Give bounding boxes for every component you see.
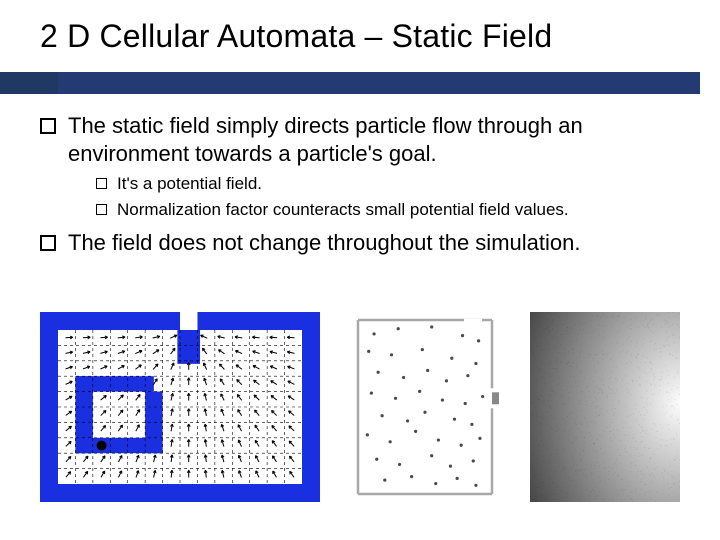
sub-bullet-item: Normalization factor counteracts small p… <box>96 199 690 221</box>
slide-title: 2 D Cellular Automata – Static Field <box>40 18 700 55</box>
bullet-icon <box>40 118 56 134</box>
content-area: The static field simply directs particle… <box>40 112 690 263</box>
bullet-item: The field does not change throughout the… <box>40 229 690 257</box>
underline-accent-rest <box>58 72 700 94</box>
sub-bullet-list: It's a potential field. Normalization fa… <box>96 173 690 221</box>
slide: 2 D Cellular Automata – Static Field The… <box>0 0 720 540</box>
sub-bullet-text: Normalization factor counteracts small p… <box>117 199 569 221</box>
underline-accent-block <box>0 72 58 94</box>
maze-vector-field-figure <box>40 312 320 502</box>
bullet-icon <box>96 178 107 189</box>
bullet-icon <box>40 235 56 251</box>
title-underline <box>0 72 700 94</box>
figures-row <box>40 312 680 502</box>
scatter-room-figure <box>350 312 500 502</box>
bullet-text: The field does not change throughout the… <box>68 229 580 257</box>
sub-bullet-item: It's a potential field. <box>96 173 690 195</box>
bullet-icon <box>96 204 107 215</box>
bullet-item: The static field simply directs particle… <box>40 112 690 167</box>
bullet-text: The static field simply directs particle… <box>68 112 690 167</box>
sub-bullet-text: It's a potential field. <box>117 173 262 195</box>
gradient-field-figure <box>530 312 680 502</box>
